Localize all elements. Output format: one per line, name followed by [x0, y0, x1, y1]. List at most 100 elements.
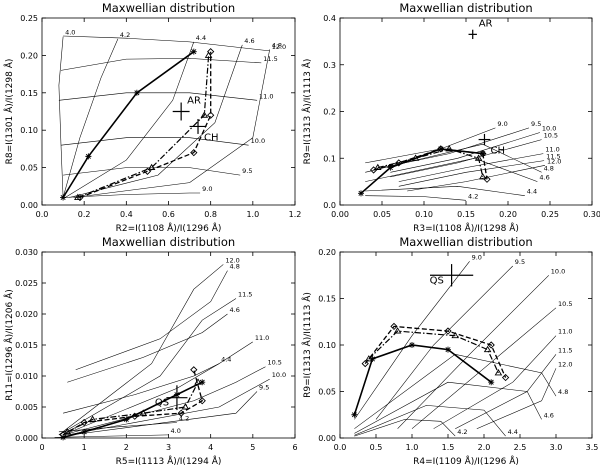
plot-frame [41, 17, 296, 206]
observation-label: QS [430, 275, 444, 286]
grid-density-label: 10.5 [558, 300, 572, 308]
model-dashed-line [79, 51, 212, 199]
panel-title: Maxwellian distribution [102, 235, 235, 249]
model-dashed-line [364, 325, 507, 378]
y-tick-label: 0.1 [323, 154, 336, 163]
grid-temperature-label: 4.4 [196, 34, 206, 42]
asterisk-marker [409, 342, 415, 348]
grid-temperature-line [354, 419, 456, 437]
grid-density-line [71, 391, 258, 436]
diamond-marker [80, 418, 88, 427]
y-tick-label: 0.0 [323, 201, 336, 210]
x-tick-label: 3 [166, 443, 171, 452]
panel-title: Maxwellian distribution [399, 235, 532, 249]
y-tick-label: 0.005 [15, 403, 38, 412]
triangle-marker [479, 173, 487, 180]
asterisk-marker [133, 89, 140, 96]
observation-label: QS [155, 398, 169, 409]
y-tick-label: 0.3 [323, 61, 336, 70]
grid-density-line [67, 378, 270, 436]
grid-density-line [390, 139, 542, 178]
asterisk-marker [488, 379, 495, 386]
model-dashdot-line [67, 381, 199, 433]
grid-temperature-label: 4.8 [544, 164, 554, 172]
grid-temperature-label: 4.2 [120, 31, 130, 39]
x-tick-label: 1.5 [442, 443, 455, 452]
diamond-marker [76, 193, 84, 202]
y-axis-label: R11=I(1296 Å)/I(1206 Å) [3, 289, 15, 400]
y-axis-label: R8=I(1301 Å)/I(1298 Å) [3, 59, 15, 165]
grid-temperature-label: 4.0 [65, 29, 75, 37]
diamond-marker [207, 48, 215, 56]
triangle-marker [393, 327, 402, 334]
y-tick-label: 0.05 [318, 388, 336, 397]
observation-label: CH [204, 132, 219, 143]
grid-density-line [58, 264, 224, 436]
grid-density-label: 9.5 [259, 384, 269, 392]
observation-label: AR [187, 96, 201, 107]
grid-temperature-line [365, 186, 525, 196]
panel-title: Maxwellian distribution [399, 1, 532, 15]
grid-density-label: 11.5 [238, 291, 252, 299]
grid-temperature-label: 4.8 [272, 41, 282, 49]
grid-temperature-label: 4.6 [230, 306, 240, 314]
model-dashdot-line [77, 55, 210, 199]
y-tick-label: 0.025 [15, 279, 38, 288]
grid-temperature-label: 4.4 [221, 356, 231, 364]
grid-density-line [455, 354, 557, 429]
x-tick-label: 0.6 [162, 210, 175, 219]
asterisk-marker [387, 164, 394, 171]
grid-density-label: 9.0 [202, 185, 212, 193]
grid-density-label: 12.0 [225, 256, 239, 264]
grid-density-label: 11.0 [545, 146, 559, 154]
grid-temperature-line [65, 41, 195, 198]
grid-temperature-label: 4.6 [244, 37, 254, 45]
grid-density-label: 9.5 [531, 120, 541, 128]
x-tick-label: 0.8 [204, 210, 217, 219]
grid-temperature-label: 4.2 [179, 415, 189, 423]
triangle-marker [194, 378, 202, 385]
triangle-marker [483, 345, 492, 353]
grid-temperature-line [54, 434, 169, 438]
grid-temperature-label: 4.2 [468, 192, 478, 200]
x-tick-label: 0.5 [370, 443, 383, 452]
x-tick-label: 0.0 [36, 210, 49, 219]
triangle-marker [494, 369, 503, 376]
panel-title: Maxwellian distribution [102, 1, 235, 15]
grid-density-label: 12.0 [272, 43, 286, 51]
grid-temperature-label: 4.0 [171, 427, 181, 435]
diamond-marker [390, 322, 398, 331]
grid-temperature-line [62, 38, 119, 198]
diamond-marker [487, 341, 495, 349]
asterisk-marker [199, 379, 206, 386]
x-tick-label: 5 [250, 443, 255, 452]
x-tick-label: 2.0 [478, 443, 491, 452]
triangle-marker [365, 355, 373, 362]
grid-density-label: 10.0 [542, 125, 556, 133]
y-tick-label: 0.20 [318, 248, 336, 257]
grid-temperature-label: 4.6 [544, 411, 554, 419]
grid-temperature-label: 4.6 [539, 174, 549, 182]
grid-temperature-line [354, 381, 542, 434]
grid-density-line [63, 167, 241, 176]
diamond-marker [361, 359, 369, 368]
grid-density-label: 9.5 [515, 258, 525, 266]
x-tick-label: 1.0 [246, 210, 259, 219]
grid-density-line [390, 132, 540, 173]
grid-temperature-label: 4.4 [508, 428, 518, 436]
diamond-marker [131, 412, 139, 420]
grid-temperature-line [69, 44, 243, 198]
asterisk-marker [81, 428, 88, 435]
grid-density-line [354, 261, 470, 420]
grid-density-label: 12.0 [558, 360, 572, 368]
triangle-marker [181, 403, 190, 410]
x-tick-label: 0.20 [499, 210, 517, 219]
panel-3 [41, 251, 296, 441]
x-tick-label: 3.5 [586, 443, 599, 452]
x-tick-label: 0.0 [334, 443, 347, 452]
grid-density-line [60, 58, 262, 71]
grid-density-label: 10.0 [251, 137, 265, 145]
grid-density-line [407, 165, 546, 192]
triangle-marker [147, 163, 156, 171]
